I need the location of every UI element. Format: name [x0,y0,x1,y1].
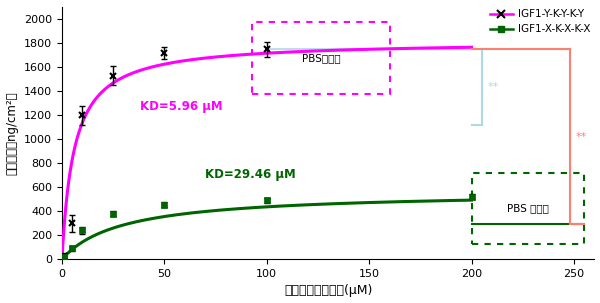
Bar [253,22,389,94]
Text: KD=29.46 μM: KD=29.46 μM [205,168,296,181]
Legend: IGF1-Y-K-Y-K-Y, IGF1-X-K-X-K-X: IGF1-Y-K-Y-K-Y, IGF1-X-K-X-K-X [485,5,595,38]
Text: **: ** [576,132,587,142]
Text: **: ** [488,82,499,92]
Y-axis label: 領域重量（ng/cm²）: 領域重量（ng/cm²） [5,92,19,175]
Text: PBS洗浄後: PBS洗浄後 [302,53,340,63]
Text: KD=5.96 μM: KD=5.96 μM [140,100,223,113]
Text: PBS 洗浄後: PBS 洗浄後 [507,203,549,213]
X-axis label: たんぱく質濃度　(μM): たんぱく質濃度 (μM) [284,285,373,298]
Bar [472,173,584,244]
